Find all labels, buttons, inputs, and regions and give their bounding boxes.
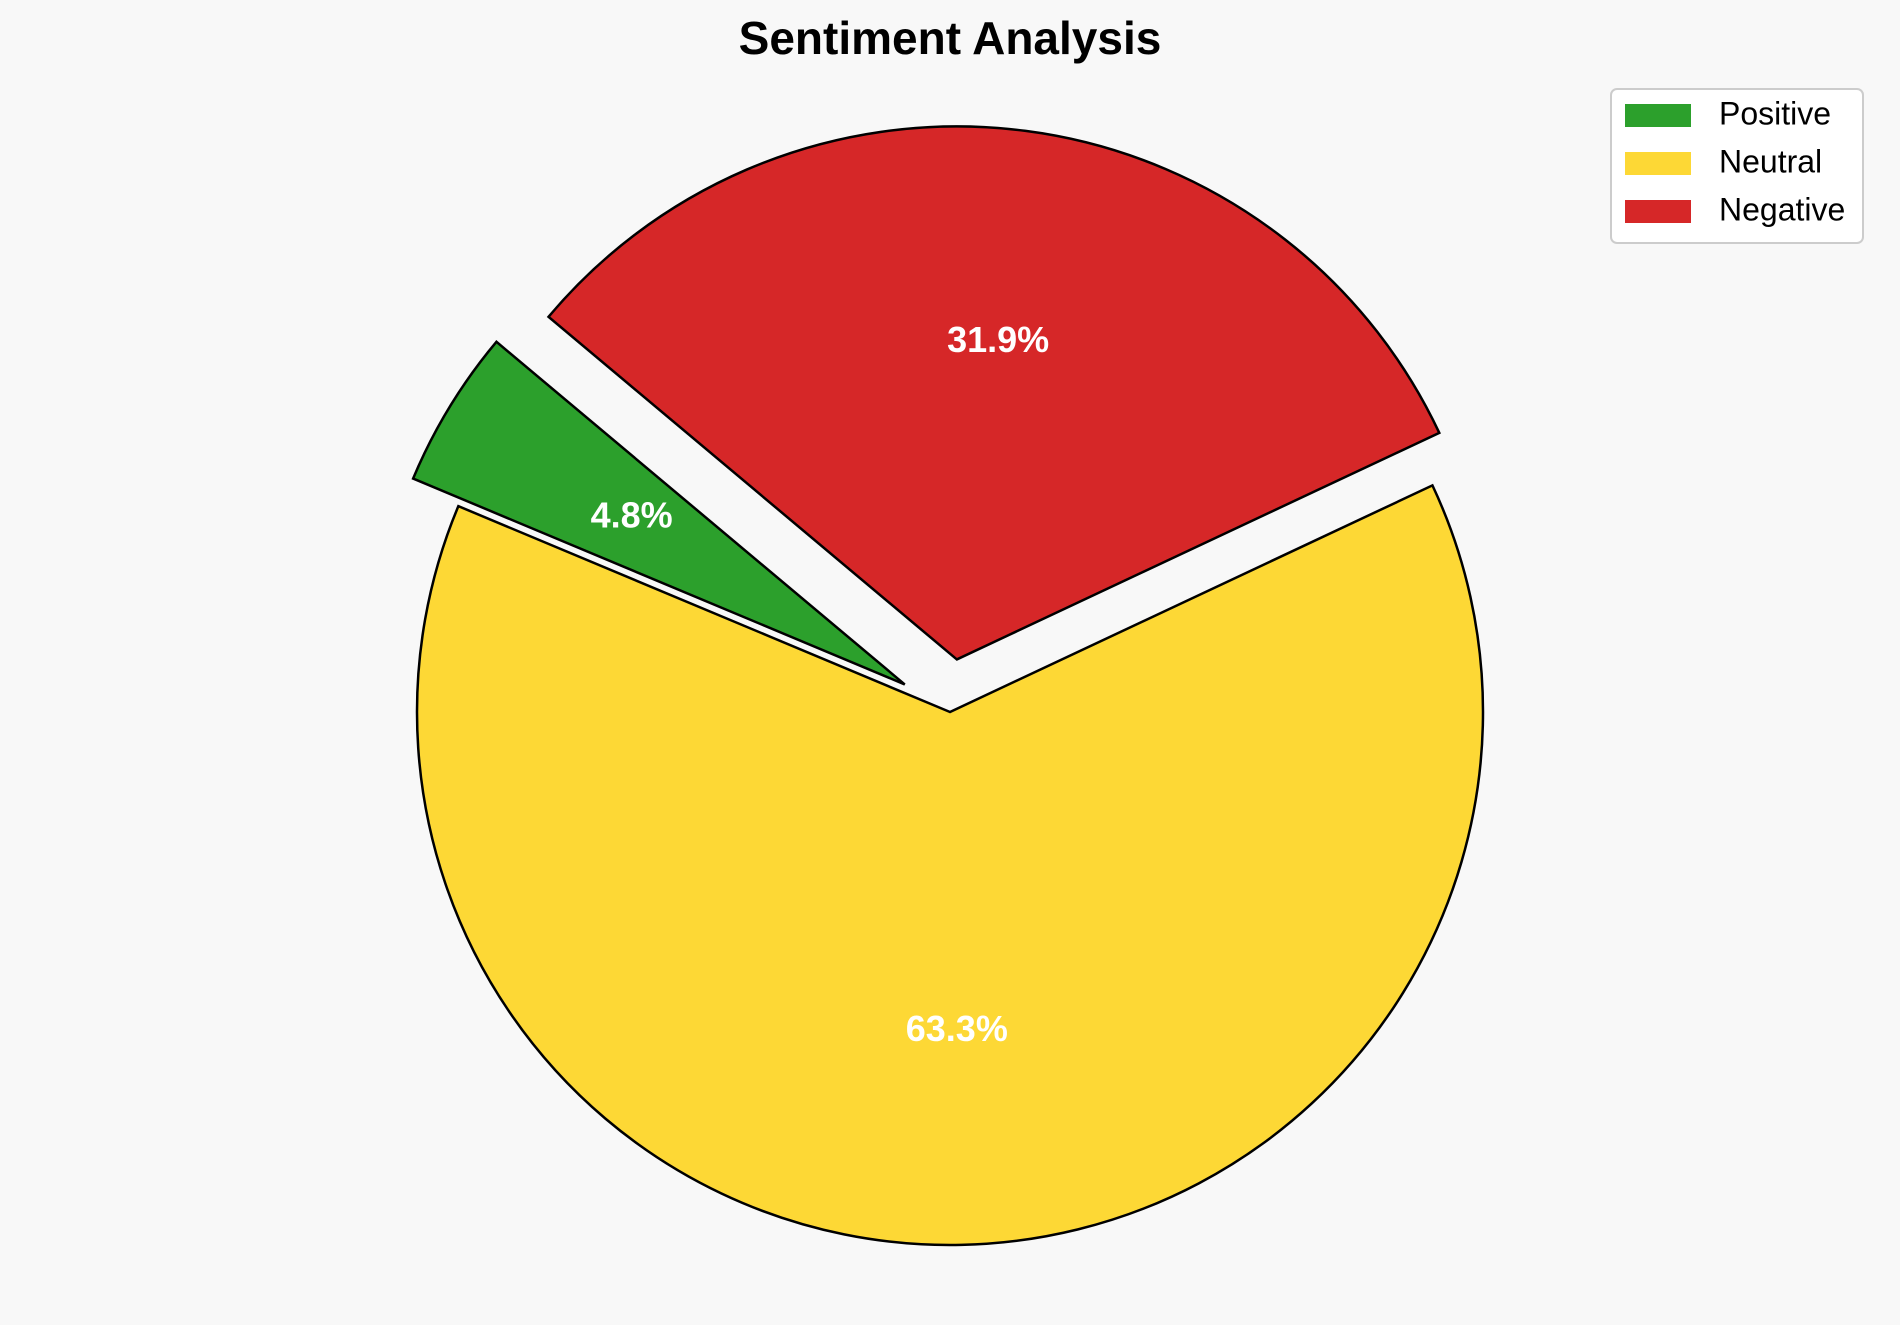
pie-slices xyxy=(411,125,1485,1247)
legend-swatch-positive xyxy=(1625,104,1691,127)
legend-label-positive: Positive xyxy=(1719,95,1831,131)
legend-label-negative: Negative xyxy=(1719,191,1845,227)
slice-labels: 4.8% 63.3% 31.9% xyxy=(591,319,1050,1049)
slice-label-positive: 4.8% xyxy=(591,495,673,536)
legend-label-neutral: Neutral xyxy=(1719,143,1822,179)
slice-label-neutral: 63.3% xyxy=(906,1008,1008,1049)
pie-slice-positive xyxy=(411,340,906,686)
pie-slice-neutral xyxy=(415,483,1485,1247)
legend-items: Positive Neutral Negative xyxy=(1625,95,1845,227)
legend-swatch-negative xyxy=(1625,200,1691,223)
pie-slice-negative xyxy=(546,125,1441,661)
slice-label-negative: 31.9% xyxy=(947,319,1049,360)
legend-swatch-neutral xyxy=(1625,152,1691,175)
chart-title: Sentiment Analysis xyxy=(739,12,1162,64)
legend: Positive Neutral Negative xyxy=(1610,88,1864,244)
